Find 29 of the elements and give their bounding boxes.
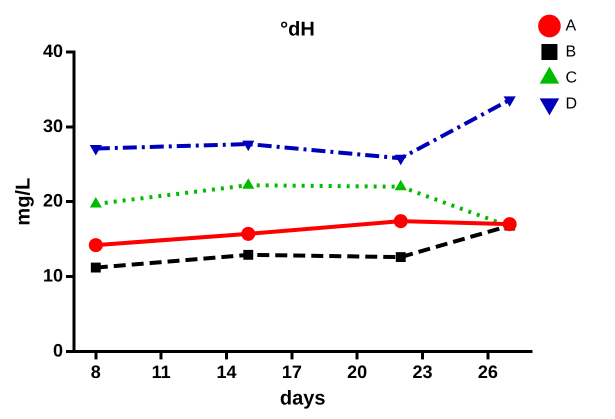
- x-tick-label: 8: [90, 362, 101, 382]
- x-tick-label: 17: [282, 362, 302, 382]
- point: [504, 96, 516, 107]
- legend-label: B: [565, 43, 576, 60]
- y-axis-title: mg/L: [12, 178, 35, 226]
- y-tick-label: 10: [42, 266, 64, 286]
- point: [242, 140, 254, 152]
- x-tick-label: 20: [347, 362, 368, 382]
- point: [394, 214, 408, 228]
- y-tick-label: 40: [42, 40, 64, 61]
- y-tick-label: 30: [42, 116, 64, 136]
- point: [243, 250, 254, 260]
- y-tick-label: 0: [53, 340, 64, 360]
- point: [88, 238, 103, 252]
- point: [396, 252, 406, 262]
- x-tick-label: 14: [216, 362, 237, 382]
- x-axis-title: days: [280, 388, 326, 410]
- point: [394, 154, 407, 166]
- point: [241, 226, 256, 241]
- legend-label: A: [565, 17, 576, 34]
- x-tick-label: 26: [478, 362, 498, 382]
- point: [90, 145, 102, 156]
- legend-label: C: [565, 69, 578, 86]
- x-tick-label: 11: [152, 362, 171, 382]
- chart-title: °dH: [280, 18, 315, 41]
- legend-label: D: [565, 95, 578, 112]
- y-tick-label: 20: [42, 190, 64, 211]
- x-tick-label: 23: [412, 362, 433, 382]
- point: [90, 262, 101, 273]
